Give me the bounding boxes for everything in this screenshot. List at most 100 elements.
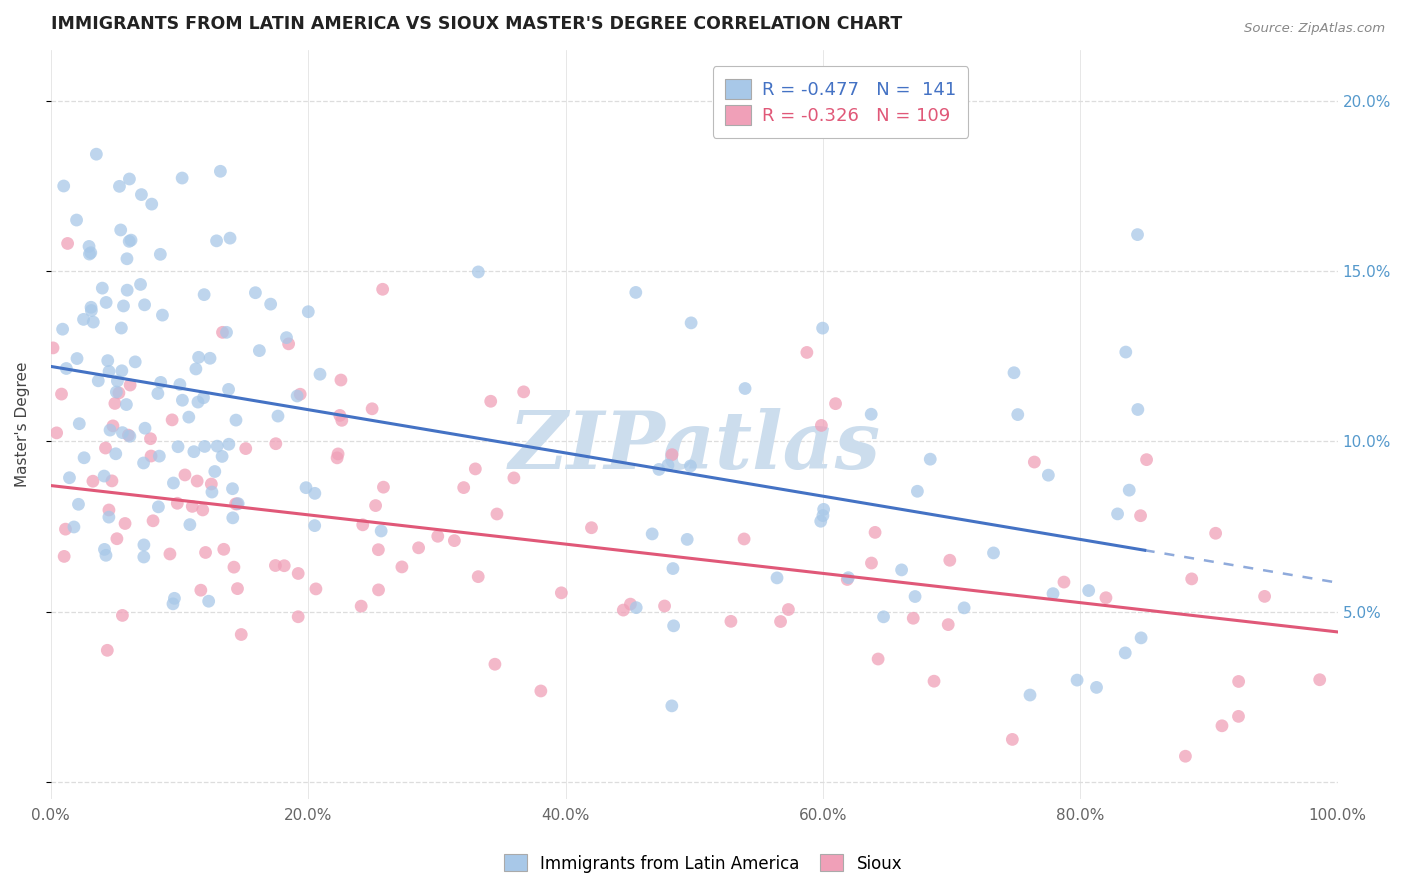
Point (1129, 508, 1152, 523)
Point (453, 481, 475, 495)
Point (51, 387, 73, 401)
Point (1001, 732, 1024, 747)
Point (367, 542, 389, 557)
Point (134, 421, 156, 435)
Point (97, 503, 120, 517)
Point (67, 417, 90, 431)
Point (273, 558, 295, 573)
Point (184, 362, 207, 376)
Point (187, 351, 209, 365)
Point (1135, 452, 1157, 467)
Point (101, 474, 124, 488)
Point (193, 391, 215, 405)
Point (276, 331, 298, 345)
Point (264, 436, 287, 450)
Point (108, 179, 131, 194)
Point (118, 172, 141, 186)
Point (1130, 631, 1153, 645)
Point (56, 236, 79, 251)
Point (860, 407, 883, 421)
Point (654, 599, 676, 613)
Point (662, 619, 685, 633)
Point (1309, 673, 1331, 687)
Point (863, 525, 886, 540)
Point (810, 418, 832, 433)
Point (222, 560, 245, 574)
Point (139, 449, 162, 463)
Point (183, 444, 205, 458)
Point (512, 384, 534, 399)
Point (479, 394, 502, 409)
Point (108, 386, 131, 401)
Point (73, 450, 96, 465)
Point (1077, 583, 1099, 598)
Point (93, 469, 115, 483)
Point (105, 374, 128, 388)
Point (619, 597, 641, 611)
Point (142, 514, 165, 528)
Point (110, 321, 132, 335)
Text: Source: ZipAtlas.com: Source: ZipAtlas.com (1244, 22, 1385, 36)
Point (52, 179, 75, 194)
Point (112, 299, 135, 313)
Point (172, 171, 194, 186)
Point (811, 508, 834, 523)
Point (190, 583, 212, 598)
Point (329, 409, 352, 423)
Point (120, 378, 142, 392)
Point (373, 480, 395, 494)
Point (53, 549, 76, 564)
Point (152, 308, 174, 322)
Point (778, 602, 800, 616)
Point (191, 503, 214, 517)
Point (148, 449, 170, 463)
Point (194, 545, 217, 559)
Y-axis label: Master's Degree: Master's Degree (15, 361, 30, 487)
Point (733, 532, 755, 546)
Point (905, 484, 928, 499)
Point (63, 520, 86, 534)
Point (193, 287, 215, 301)
Point (93, 542, 115, 557)
Point (676, 533, 699, 547)
Point (80, 245, 103, 260)
Point (58, 471, 80, 485)
Point (720, 615, 742, 629)
Point (148, 500, 170, 514)
Point (205, 234, 228, 248)
Point (97, 510, 120, 524)
Point (94, 549, 117, 563)
Point (141, 197, 163, 211)
Point (1227, 709, 1250, 723)
Point (131, 187, 153, 202)
Point (94, 295, 117, 310)
Point (200, 477, 222, 491)
Point (159, 547, 181, 561)
Point (443, 533, 465, 548)
Point (485, 507, 508, 521)
Point (45, 425, 67, 440)
Point (766, 571, 789, 585)
Point (87, 374, 110, 388)
Point (953, 600, 976, 615)
Point (169, 377, 191, 392)
Point (179, 517, 201, 532)
Point (796, 345, 818, 359)
Point (86, 147, 108, 161)
Point (264, 558, 287, 573)
Point (134, 298, 156, 312)
Point (194, 439, 217, 453)
Point (361, 401, 384, 416)
Point (1181, 572, 1204, 586)
Point (166, 496, 188, 510)
Point (530, 684, 553, 698)
Point (172, 393, 194, 408)
Point (304, 486, 326, 500)
Point (484, 657, 506, 672)
Point (167, 440, 190, 454)
Point (218, 383, 240, 397)
Point (101, 418, 124, 433)
Point (66, 351, 89, 366)
Point (503, 471, 526, 485)
Legend: Immigrants from Latin America, Sioux: Immigrants from Latin America, Sioux (498, 847, 908, 880)
